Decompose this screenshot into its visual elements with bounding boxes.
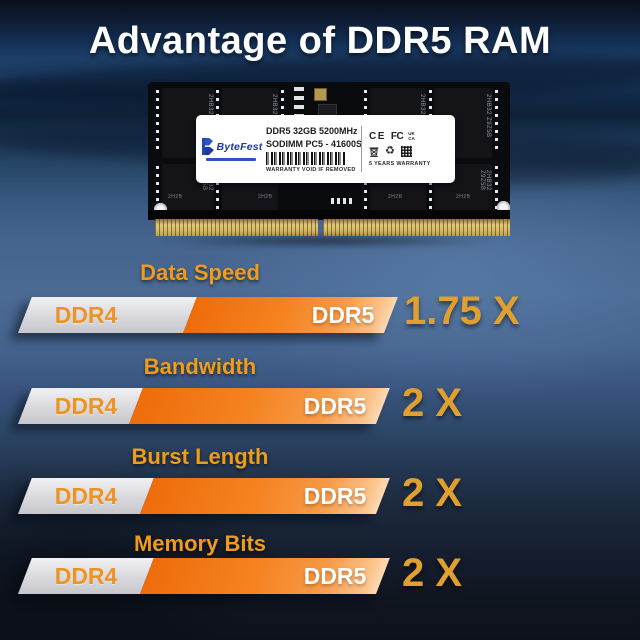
- spd-chip: [314, 88, 327, 101]
- comparison-row-memory-bits: Memory Bits DDR4 DDR5 2 X: [0, 531, 640, 619]
- ddr4-label: DDR4: [54, 301, 118, 328]
- ram-module-image: 2HB32 Z9Z5B 2HB32 Z9Z5B 2HB32 Z9Z5B 2HB3…: [148, 82, 510, 238]
- ddr4-bar-segment: DDR4: [18, 297, 197, 333]
- label-cert-block: CE FC UK CA ♻ 5 YEARS WARRANTY: [369, 131, 441, 167]
- gold-pins-left: [155, 219, 318, 236]
- comparison-row-bandwidth: Bandwidth DDR4 DDR5 2 X: [0, 354, 640, 442]
- row-heading: Memory Bits: [133, 531, 267, 556]
- ddr4-bar-segment: DDR4: [18, 478, 154, 514]
- recycle-icon: ♻: [385, 145, 395, 157]
- comparison-bar: DDR4 DDR5: [18, 388, 390, 424]
- bytefest-logo-icon: [201, 138, 214, 155]
- ddr5-bar-segment: DDR5: [128, 388, 390, 424]
- comparison-bar: DDR4 DDR5: [18, 478, 390, 514]
- solder-pad-column: [156, 90, 159, 154]
- ukca-mark: UK CA: [408, 131, 415, 141]
- chip-marking: 2HB32 Z9Z5B: [479, 170, 491, 191]
- ddr5-label: DDR5: [304, 392, 367, 419]
- gold-pins-right: [323, 219, 510, 236]
- capacitor-cluster: [331, 198, 354, 204]
- multiplier-value: 2 X: [402, 471, 463, 515]
- spec-line-2: SODIMM PC5 - 41600S: [266, 139, 363, 149]
- ddr5-bar-segment: DDR5: [139, 478, 390, 514]
- ddr5-bar-segment: DDR5: [139, 558, 390, 594]
- comparison-bar: DDR4 DDR5: [18, 558, 390, 594]
- ddr4-bar-segment: DDR4: [18, 558, 154, 594]
- spec-line-1: DDR5 32GB 5200MHz: [266, 126, 358, 136]
- solder-pad-column: [495, 166, 498, 210]
- warranty-years-text: 5 YEARS WARRANTY: [369, 161, 431, 167]
- comparison-row-data-speed: Data Speed DDR4 DDR5 1.75 X: [0, 260, 640, 348]
- comparison-row-burst-length: Burst Length DDR4 DDR5 2 X: [0, 444, 640, 532]
- row-heading: Data Speed: [140, 260, 260, 285]
- label-spec-block: DDR5 32GB 5200MHz SODIMM PC5 - 41600S WA…: [266, 125, 363, 173]
- ddr4-bar-segment: DDR4: [18, 388, 143, 424]
- row-heading: Burst Length: [131, 444, 269, 469]
- warranty-seal-text: WARRANTY VOID IF REMOVED: [266, 167, 356, 173]
- ddr5-label: DDR5: [312, 301, 375, 328]
- solder-pad-column: [216, 166, 219, 210]
- ddr4-label: DDR4: [54, 392, 118, 419]
- solder-pad-column: [429, 166, 432, 210]
- multiplier-value: 1.75 X: [404, 289, 520, 333]
- pcb-marking: 2H2B: [258, 194, 273, 200]
- brand-block: ByteFest: [196, 137, 266, 161]
- ce-mark: CE: [369, 131, 386, 142]
- ddr4-label: DDR4: [54, 482, 118, 509]
- weee-bin-icon: [369, 147, 379, 157]
- pcb-marking: 2H2B: [168, 194, 183, 200]
- comparison-bar: DDR4 DDR5: [18, 297, 398, 333]
- ddr5-label: DDR5: [304, 482, 367, 509]
- barcode: [266, 152, 346, 165]
- pcb-marking: 2H2B: [388, 194, 403, 200]
- chip-marking: 2HB32 Z9Z5B: [485, 94, 491, 138]
- solder-pad-column: [495, 90, 498, 154]
- pcb-bottom-edge: [148, 210, 510, 220]
- solder-pad-column: [156, 166, 159, 210]
- page-title: Advantage of DDR5 RAM: [88, 20, 552, 62]
- label-divider: [361, 126, 362, 172]
- row-heading: Bandwidth: [143, 354, 257, 379]
- fcc-mark: FC: [390, 131, 404, 142]
- product-label: ByteFest DDR5 32GB 5200MHz SODIMM PC5 - …: [196, 115, 455, 183]
- solder-pad-column: [364, 166, 367, 210]
- pcb-marking: 2H2B: [456, 194, 471, 200]
- ddr4-label: DDR4: [54, 562, 118, 589]
- brand-tagline-bar: [206, 158, 256, 161]
- ddr5-bar-segment: DDR5: [182, 297, 398, 333]
- ddr5-label: DDR5: [304, 562, 367, 589]
- brand-name: ByteFest: [216, 140, 263, 153]
- multiplier-value: 2 X: [402, 551, 463, 595]
- multiplier-value: 2 X: [402, 381, 463, 425]
- smd-component: [294, 87, 304, 119]
- qr-code-icon: [400, 146, 412, 157]
